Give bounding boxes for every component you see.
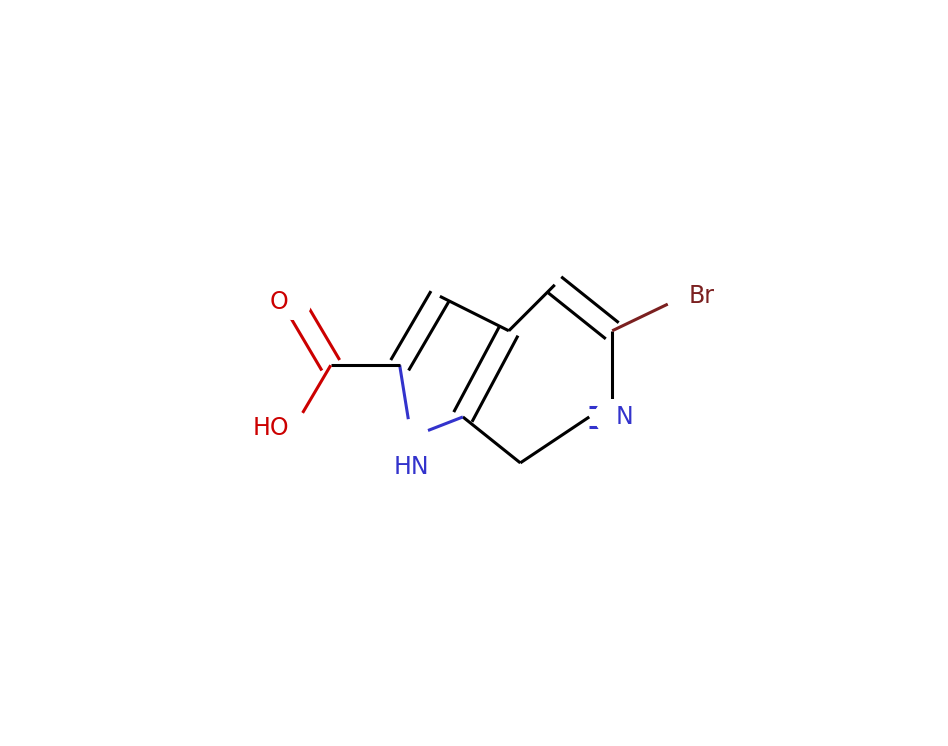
Text: HN: HN — [393, 455, 429, 480]
Text: O: O — [270, 290, 289, 314]
Text: Br: Br — [688, 284, 715, 308]
Text: HO: HO — [252, 416, 289, 440]
Circle shape — [666, 279, 702, 313]
Text: N: N — [616, 405, 633, 429]
Circle shape — [595, 400, 629, 434]
Circle shape — [595, 400, 629, 434]
Circle shape — [276, 411, 311, 445]
Circle shape — [276, 411, 311, 445]
Circle shape — [394, 420, 428, 454]
Circle shape — [666, 279, 702, 313]
Circle shape — [276, 285, 311, 319]
Circle shape — [276, 285, 311, 319]
Circle shape — [394, 420, 428, 454]
